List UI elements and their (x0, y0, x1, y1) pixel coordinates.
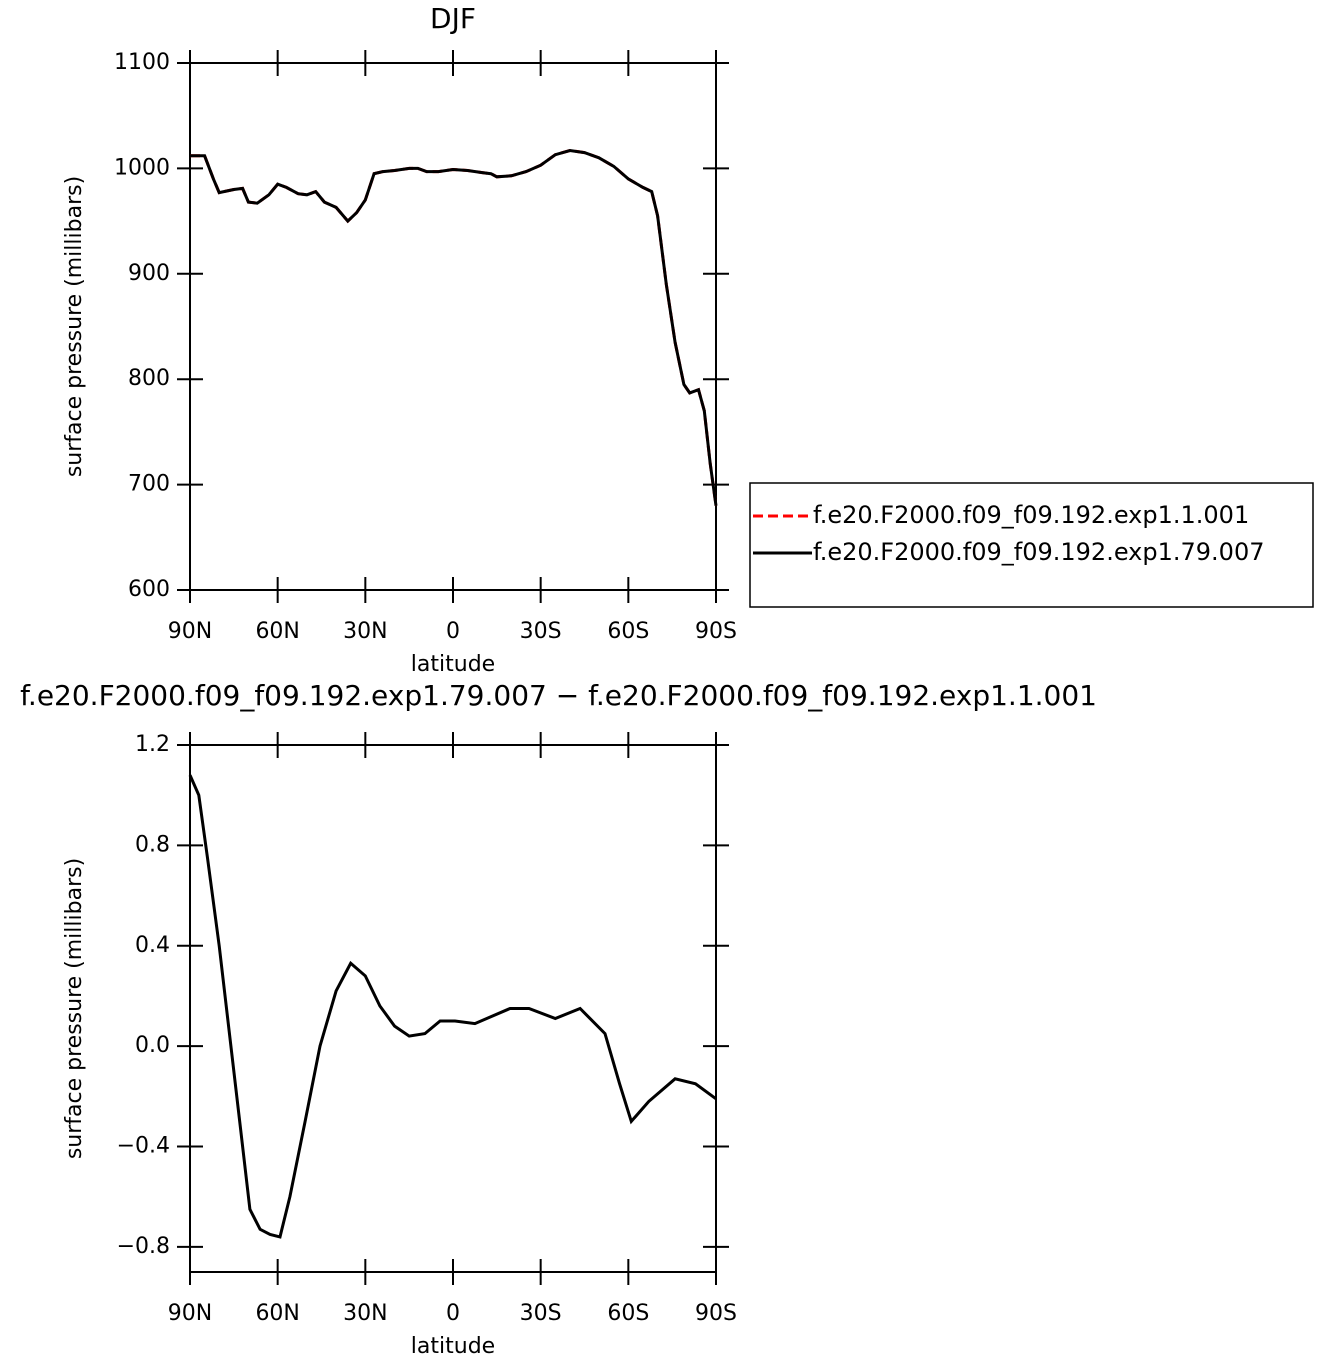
legend-label: f.e20.F2000.f09_f09.192.exp1.1.001 (813, 501, 1249, 529)
x-tick-label: 90S (695, 1301, 737, 1326)
y-tick-label: 800 (128, 366, 170, 391)
x-tick-label: 90N (168, 619, 212, 644)
y-tick-label: 0.0 (135, 1033, 170, 1058)
chart-title: DJF (430, 2, 476, 35)
plot-frame (189, 62, 717, 591)
x-tick-label: 60S (607, 1301, 649, 1326)
x-tick-label: 60N (255, 1301, 299, 1326)
x-axis-label: latitude (411, 1334, 495, 1359)
y-axis-label: surface pressure (millibars) (62, 858, 87, 1159)
x-tick-label: 60N (255, 619, 299, 644)
x-tick-label: 90S (695, 619, 737, 644)
y-axis-label: surface pressure (millibars) (62, 176, 87, 477)
series-line (188, 774, 717, 1239)
series-line (190, 148, 718, 506)
y-tick-label: −0.8 (117, 1234, 170, 1259)
x-tick-label: 30S (520, 619, 562, 644)
y-tick-label: 900 (128, 261, 170, 286)
y-tick-label: 1100 (114, 50, 170, 75)
x-tick-label: 30S (520, 1301, 562, 1326)
chart-title: f.e20.F2000.f09_f09.192.exp1.79.007 − f.… (20, 679, 1097, 712)
x-tick-label: 60S (607, 619, 649, 644)
y-tick-label: 1.2 (135, 732, 170, 757)
x-axis-label: latitude (411, 652, 495, 677)
y-tick-label: 0.4 (135, 933, 170, 958)
x-tick-label: 30N (343, 619, 387, 644)
legend-label: f.e20.F2000.f09_f09.192.exp1.79.007 (813, 538, 1264, 566)
y-tick-label: 600 (128, 577, 170, 602)
y-tick-label: 1000 (114, 155, 170, 180)
x-tick-label: 90N (168, 1301, 212, 1326)
x-tick-label: 30N (343, 1301, 387, 1326)
y-tick-label: 700 (128, 472, 170, 497)
x-tick-label: 0 (446, 619, 460, 644)
y-tick-label: 0.8 (135, 832, 170, 857)
plot-frame (189, 744, 717, 1273)
series-line (190, 148, 718, 506)
legend-box (749, 482, 1314, 608)
x-tick-label: 0 (446, 1301, 460, 1326)
y-tick-label: −0.4 (117, 1134, 170, 1159)
